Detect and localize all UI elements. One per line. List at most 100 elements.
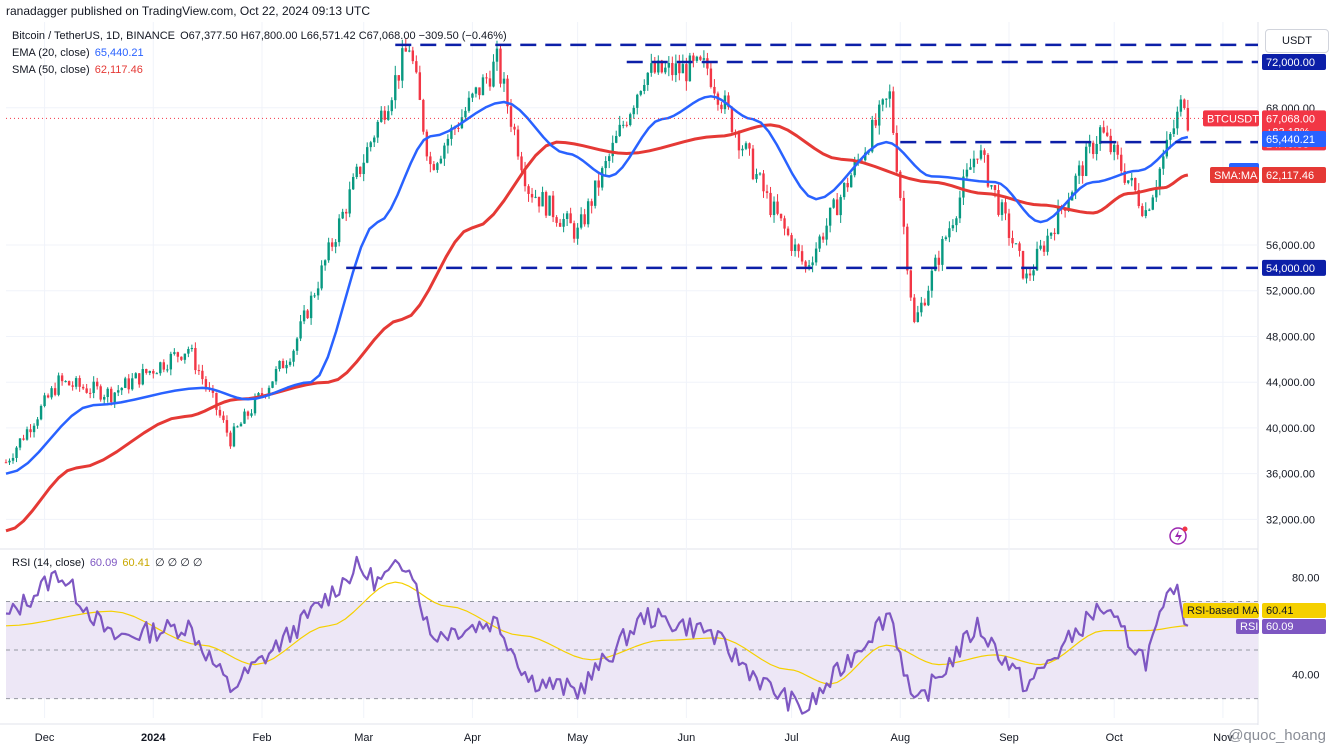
- time-tick-label: Jul: [785, 732, 799, 744]
- time-tick-label: Sep: [999, 732, 1019, 744]
- candle: [569, 207, 572, 224]
- rsi-legend: RSI (14, close) 60.09 60.41 ∅ ∅ ∅ ∅: [12, 556, 203, 569]
- candle-body: [590, 201, 593, 206]
- symbol-tag-label: BTCUSDT: [1207, 113, 1259, 125]
- candle-body: [313, 295, 316, 297]
- candle-body: [1141, 206, 1144, 216]
- candle: [429, 151, 432, 173]
- candle-body: [776, 201, 779, 214]
- candle-body: [800, 251, 804, 262]
- candle-body: [64, 381, 67, 383]
- candle: [846, 177, 849, 192]
- candle: [1116, 141, 1119, 160]
- candle-body: [657, 60, 660, 73]
- candle: [1084, 142, 1088, 177]
- candle-body: [141, 369, 144, 385]
- candle: [1151, 194, 1154, 211]
- candle-body: [530, 193, 534, 198]
- candle: [1039, 239, 1042, 251]
- candle: [692, 52, 695, 68]
- candle-body: [320, 265, 323, 289]
- candle-body: [485, 77, 488, 79]
- candle-body: [944, 237, 948, 240]
- candle: [376, 119, 379, 143]
- candle: [990, 185, 993, 190]
- candle-body: [464, 110, 467, 118]
- candle-body: [1088, 142, 1091, 147]
- candle-body: [102, 397, 106, 400]
- price-tick-label: 52,000.00: [1266, 286, 1315, 298]
- candle: [541, 186, 544, 207]
- candle: [355, 163, 358, 180]
- candle: [309, 291, 313, 325]
- candle: [955, 216, 958, 233]
- candle: [387, 105, 390, 121]
- candle: [1172, 119, 1176, 137]
- candle-body: [895, 132, 898, 172]
- candle-body: [762, 173, 765, 192]
- candle: [765, 184, 769, 199]
- candle-body: [499, 48, 502, 84]
- candle-body: [835, 199, 839, 216]
- candle-body: [274, 368, 278, 382]
- candle-body: [972, 158, 976, 168]
- candle: [702, 50, 706, 68]
- candle-body: [576, 227, 579, 239]
- rsi-tick-label: 40.00: [1292, 669, 1320, 681]
- candles-group: [4, 39, 1190, 465]
- candle: [916, 305, 920, 323]
- candle-body: [232, 426, 236, 447]
- candle-body: [636, 94, 639, 108]
- candle: [15, 446, 18, 463]
- candle: [667, 56, 671, 77]
- candle: [1095, 136, 1098, 161]
- candle: [818, 234, 821, 253]
- ema-legend-value: 65,440.21: [94, 47, 144, 59]
- candle: [828, 207, 832, 233]
- candle-body: [110, 388, 113, 403]
- candle: [306, 309, 309, 320]
- candle: [685, 57, 688, 91]
- candle-body: [1018, 243, 1021, 251]
- candle: [776, 194, 779, 216]
- candle-body: [713, 86, 716, 94]
- candle-body: [643, 84, 646, 91]
- candle: [772, 196, 776, 223]
- candle: [527, 184, 530, 202]
- candle-body: [828, 207, 832, 226]
- candle-body: [506, 78, 509, 107]
- candle-body: [243, 411, 246, 424]
- candle: [415, 55, 418, 74]
- candle: [85, 383, 88, 394]
- candle: [373, 135, 376, 147]
- candle-body: [541, 192, 544, 207]
- candle: [366, 142, 369, 164]
- candle-body: [783, 218, 786, 229]
- candle-body: [316, 288, 320, 296]
- currency-button[interactable]: USDT: [1265, 29, 1329, 53]
- candle-body: [155, 373, 159, 375]
- time-tick-label: Nov: [1213, 732, 1233, 744]
- candle: [1007, 208, 1011, 246]
- candle: [1134, 177, 1137, 193]
- candle-body: [1158, 168, 1162, 188]
- candle: [604, 156, 607, 176]
- candle: [169, 351, 173, 376]
- candle-body: [330, 242, 334, 247]
- candle-body: [408, 50, 411, 52]
- candle: [920, 296, 923, 317]
- candle: [576, 223, 579, 245]
- candle-body: [1095, 143, 1098, 155]
- candle: [1046, 228, 1049, 256]
- candle-body: [194, 347, 197, 371]
- candle-body: [646, 72, 649, 85]
- candle-body: [818, 236, 821, 249]
- candle-body: [878, 104, 881, 126]
- candle-body: [695, 56, 699, 61]
- candle: [534, 189, 537, 199]
- candle-body: [337, 218, 341, 243]
- candle-body: [127, 378, 130, 390]
- candle: [688, 52, 692, 82]
- candle: [755, 168, 758, 183]
- candle: [1120, 147, 1123, 176]
